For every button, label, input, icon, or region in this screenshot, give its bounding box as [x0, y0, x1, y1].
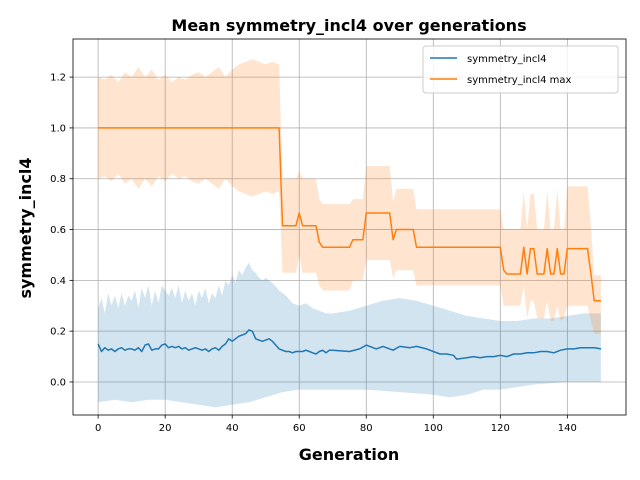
series-line-2 — [98, 127, 601, 302]
legend: symmetry_incl4 symmetry_incl4 max — [422, 45, 619, 94]
legend-label-2: symmetry_incl4 max — [467, 75, 572, 86]
x-tick-label: 20 — [159, 423, 172, 434]
y-tick-label: 1.2 — [50, 73, 66, 84]
y-axis-label: symmetry_incl4 — [16, 157, 35, 298]
y-tick-label: 0.4 — [50, 276, 66, 287]
series-line-1 — [97, 329, 602, 360]
x-axis-label: Generation — [299, 445, 399, 464]
x-tick-label: 120 — [491, 423, 510, 434]
chart-title: Mean symmetry_incl4 over generations — [171, 16, 526, 35]
y-tick-label: 0.0 — [50, 377, 66, 388]
plot-area: 0 20 40 60 80 100 120 140 0.0 0.2 0.4 0.6 0.8 1.0 1.2 — [50, 38, 627, 434]
axes-frame — [72, 38, 627, 416]
x-tick-label: 0 — [95, 423, 101, 434]
legend-label-1: symmetry_incl4 — [467, 54, 546, 65]
x-tick-label: 140 — [558, 423, 577, 434]
x-tick-label: 100 — [424, 423, 443, 434]
y-tick-label: 1.0 — [50, 123, 66, 134]
y-tick-label: 0.6 — [50, 225, 66, 236]
series-band-1 — [98, 262, 601, 408]
y-tick-label: 0.8 — [50, 174, 66, 185]
x-tick-label: 40 — [226, 423, 239, 434]
legend-box — [422, 45, 619, 94]
x-tick-label: 80 — [360, 423, 373, 434]
y-tick-label: 0.2 — [50, 327, 66, 338]
x-tick-label: 60 — [293, 423, 306, 434]
